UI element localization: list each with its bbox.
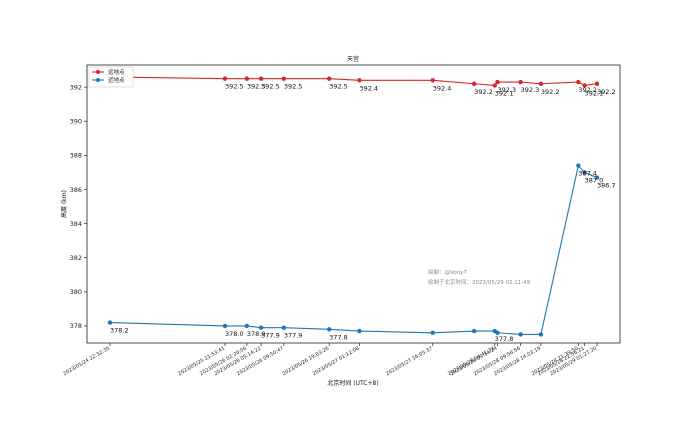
data-point <box>357 328 362 334</box>
data-point <box>576 163 581 168</box>
y-tick-label: 378 <box>70 322 82 330</box>
data-point <box>244 76 250 81</box>
x-axis-title: 北京时间 (UTC+8) <box>327 379 378 387</box>
data-label: 378.2 <box>110 327 129 335</box>
x-axis: 2023/05/24 22:32:35 2023/05/25 21:53:4120… <box>62 343 598 377</box>
data-point <box>582 170 587 175</box>
data-point <box>430 78 435 83</box>
legend-marker <box>96 70 100 74</box>
chart-title: 天宫 <box>347 55 359 63</box>
data-label: 392.2 <box>578 86 597 94</box>
data-point <box>258 325 264 330</box>
x-tick-label: 2023/05/24 22:32:35 <box>62 346 111 378</box>
data-point <box>222 323 228 329</box>
data-point <box>471 328 477 334</box>
data-label: 392.5 <box>261 83 280 91</box>
data-point <box>582 83 587 88</box>
legend-label: 远地点 <box>108 68 125 76</box>
data-point <box>538 81 544 86</box>
data-label: 377.8 <box>329 333 348 341</box>
data-label: 392.4 <box>433 84 452 92</box>
data-point <box>594 175 600 180</box>
data-point <box>430 330 435 335</box>
data-label: 392.2 <box>474 88 493 96</box>
data-point <box>538 332 544 337</box>
data-label: 387.0 <box>585 176 604 184</box>
data-point <box>492 83 497 88</box>
data-label: 392.5 <box>284 83 303 91</box>
y-tick-label: 384 <box>70 220 82 228</box>
plot-frame <box>86 64 621 344</box>
data-label: 392.3 <box>497 86 516 94</box>
y-axis: 378 380 382 384 386 388 390 392 <box>70 83 87 330</box>
y-tick-label: 386 <box>70 186 82 194</box>
data-point <box>107 320 113 325</box>
legend-label: 近地点 <box>108 76 125 84</box>
data-label: 377.8 <box>495 335 514 343</box>
data-point <box>471 81 477 86</box>
data-point <box>281 76 287 81</box>
data-label: 377.9 <box>284 332 303 340</box>
data-point <box>357 78 362 83</box>
data-point <box>495 330 500 335</box>
data-label: 378.0 <box>225 330 244 338</box>
y-tick-label: 388 <box>70 152 82 160</box>
y-tick-label: 392 <box>70 83 82 91</box>
data-label: 392.5 <box>225 83 244 91</box>
data-label: 392.2 <box>541 88 560 96</box>
data-point <box>326 327 332 332</box>
data-label: 392.2 <box>597 88 616 96</box>
series-line <box>109 164 598 336</box>
data-point <box>518 79 523 85</box>
y-tick-label: 390 <box>70 118 82 126</box>
data-point <box>518 332 523 337</box>
data-point <box>258 76 264 81</box>
series-apogee: 392.6392.5392.5392.5392.5392.5392.4392.4… <box>107 74 616 97</box>
data-label: 392.1 <box>495 89 514 97</box>
data-label: 392.3 <box>521 86 540 94</box>
data-point <box>576 79 581 85</box>
data-label: 378.0 <box>247 330 266 338</box>
data-point <box>495 79 500 85</box>
data-label: 392.5 <box>247 83 266 91</box>
x-tick-label: 2023/05/27 16:05:37 <box>385 346 434 378</box>
data-label: 386.7 <box>597 182 616 190</box>
data-point <box>244 323 250 329</box>
series-line <box>109 76 598 87</box>
data-label: 392.1 <box>585 89 604 97</box>
data-label: 377.9 <box>261 332 280 340</box>
data-label: 392.5 <box>329 83 348 91</box>
y-tick-label: 380 <box>70 288 82 296</box>
annotation-block: 绘制：@Vony7 绘制于北京时间：2023/05/29 02:11:49 <box>428 268 531 286</box>
data-label: 392.4 <box>359 84 378 92</box>
data-label: 387.4 <box>578 170 597 178</box>
annotation-timestamp: 绘制于北京时间：2023/05/29 02:11:49 <box>428 278 531 286</box>
annotation-author: 绘制：@Vony7 <box>428 268 467 276</box>
series-layer: 392.6392.5392.5392.5392.5392.5392.4392.4… <box>107 74 616 343</box>
data-point <box>281 325 287 330</box>
legend-marker <box>96 78 100 82</box>
data-point <box>326 76 332 81</box>
data-point <box>222 76 228 81</box>
y-tick-label: 382 <box>70 254 82 262</box>
y-axis-title: 高度 (km) <box>60 190 68 218</box>
data-point <box>594 81 600 86</box>
